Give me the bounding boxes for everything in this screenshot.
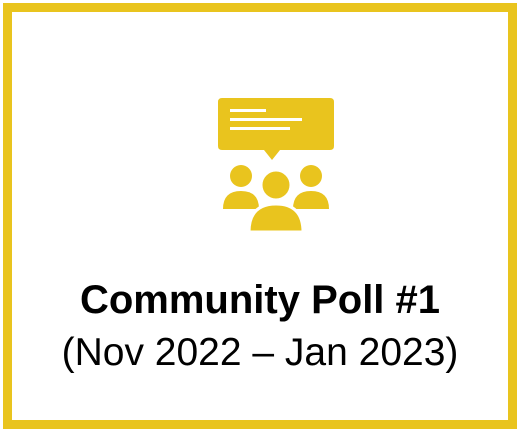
- poll-date-range: (Nov 2022 – Jan 2023): [61, 331, 459, 374]
- poll-card: Community Poll #1 (Nov 2022 – Jan 2023): [3, 3, 517, 429]
- poll-title: Community Poll #1: [79, 278, 441, 322]
- community-discussion-icon: [218, 98, 334, 234]
